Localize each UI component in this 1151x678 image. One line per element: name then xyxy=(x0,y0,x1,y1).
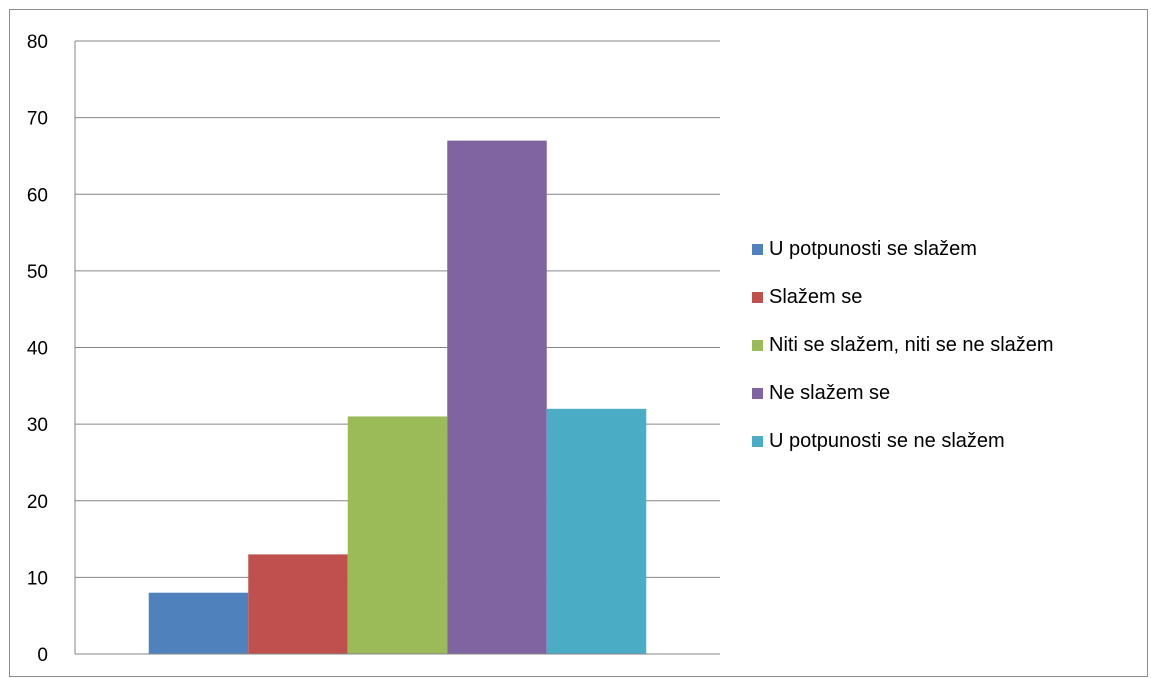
bar-3 xyxy=(347,416,448,654)
y-tick-label: 0 xyxy=(37,645,48,666)
bar-4 xyxy=(447,140,547,655)
legend-swatch xyxy=(752,243,763,255)
y-tick-label: 60 xyxy=(27,185,48,206)
legend-swatch xyxy=(752,339,763,351)
legend: U potpunosti se slažem Slažem se Niti se s… xyxy=(752,237,1054,477)
y-tick-label: 80 xyxy=(27,32,48,53)
legend-label: U potpunosti se ne slažem xyxy=(769,429,1005,452)
legend-label: Ne slažem se xyxy=(769,381,891,404)
legend-swatch xyxy=(752,387,763,399)
bar-1 xyxy=(148,592,249,654)
legend-item: Slažem se xyxy=(752,285,1054,309)
y-tick-label: 20 xyxy=(27,492,48,513)
legend-label: Niti se slažem, niti se ne slažem xyxy=(769,333,1054,356)
legend-item: Ne slažem se xyxy=(752,381,1054,405)
y-tick-label: 40 xyxy=(27,339,48,360)
y-tick-label: 10 xyxy=(27,568,48,589)
legend-label: U potpunosti se slažem xyxy=(769,237,977,260)
bar-2 xyxy=(248,554,348,654)
y-tick-label: 50 xyxy=(27,262,48,283)
y-tick-label: 30 xyxy=(27,415,48,436)
legend-swatch xyxy=(752,291,763,303)
y-axis-tick-labels: 0 10 20 30 40 50 60 70 80 xyxy=(27,32,48,666)
chart-frame xyxy=(9,9,1148,677)
legend-item: Niti se slažem, niti se ne slažem xyxy=(752,333,1054,357)
legend-label: Slažem se xyxy=(769,285,863,308)
bar-5 xyxy=(546,408,647,654)
legend-item: U potpunosti se slažem xyxy=(752,237,1054,261)
y-tick-label: 70 xyxy=(27,109,48,130)
legend-item: U potpunosti se ne slažem xyxy=(752,429,1054,453)
bars xyxy=(148,140,647,655)
legend-swatch xyxy=(752,435,763,447)
